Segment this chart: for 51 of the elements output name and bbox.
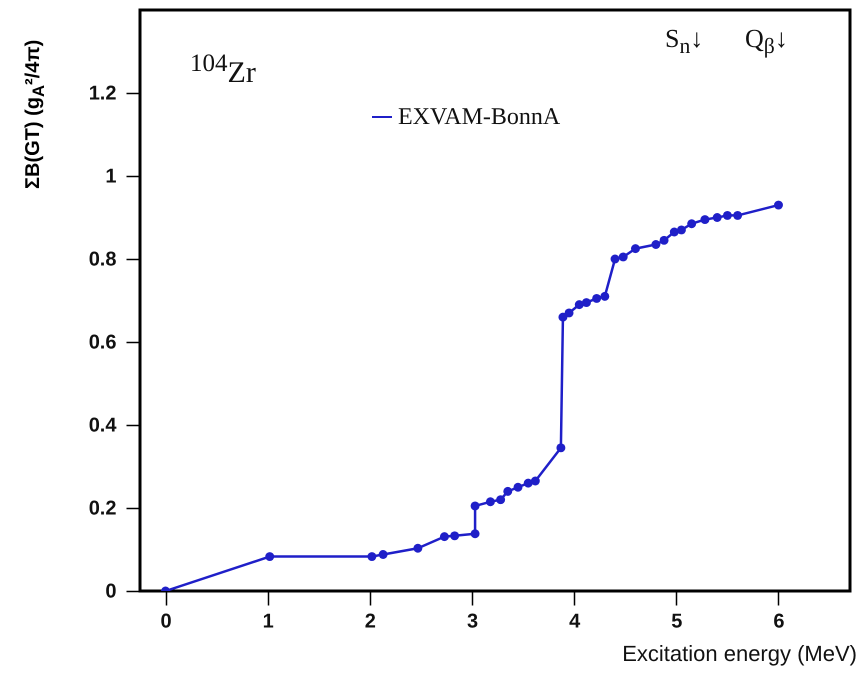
x-tick-label: 0 (160, 610, 172, 632)
point (496, 495, 506, 504)
y-tick-label: 0.2 (88, 498, 116, 520)
y-tick-label: 1 (105, 166, 116, 188)
point (676, 225, 686, 234)
point (265, 552, 274, 562)
x-tick-label: 2 (364, 610, 376, 632)
x-axis-title: Excitation energy (MeV) (622, 641, 857, 667)
point (600, 292, 610, 301)
point (712, 213, 722, 222)
point (556, 443, 566, 452)
legend-label: EXVAM-BonnA (398, 104, 561, 130)
annotation: Q$_{β}$↓ (745, 24, 788, 60)
annotation: S$_{n}$↓ (665, 24, 704, 60)
y-tick-label: 0 (105, 580, 116, 602)
point (503, 486, 512, 496)
x-tick-label: 4 (569, 610, 582, 632)
point (486, 497, 495, 506)
point (413, 544, 422, 553)
point (630, 244, 640, 254)
point (582, 298, 591, 308)
point (470, 501, 480, 510)
point (367, 552, 376, 562)
point (530, 476, 540, 486)
point (378, 550, 388, 559)
annotation: $^{104}$Zr (190, 50, 256, 90)
point (610, 254, 620, 264)
y-tick-label: 0.6 (88, 332, 116, 354)
point (774, 200, 783, 210)
y-tick-label: 0.8 (88, 248, 116, 270)
point (524, 478, 533, 488)
x-tick-label: 3 (466, 610, 478, 632)
x-tick-label: 6 (773, 610, 785, 632)
x-tick-label: 1 (262, 610, 274, 632)
point (651, 240, 660, 249)
point (660, 236, 669, 245)
point (592, 294, 602, 303)
point (558, 312, 568, 322)
point (564, 308, 574, 318)
point (722, 210, 732, 220)
x-tick-label: 5 (671, 610, 682, 632)
y-tick-label: 1.2 (88, 82, 116, 104)
point (514, 482, 522, 492)
y-tick-label: 0.4 (88, 414, 118, 436)
point (700, 215, 710, 224)
point (470, 529, 480, 538)
point (733, 210, 742, 220)
point (450, 531, 460, 540)
point (687, 219, 696, 228)
point (440, 532, 449, 542)
point (618, 252, 628, 262)
